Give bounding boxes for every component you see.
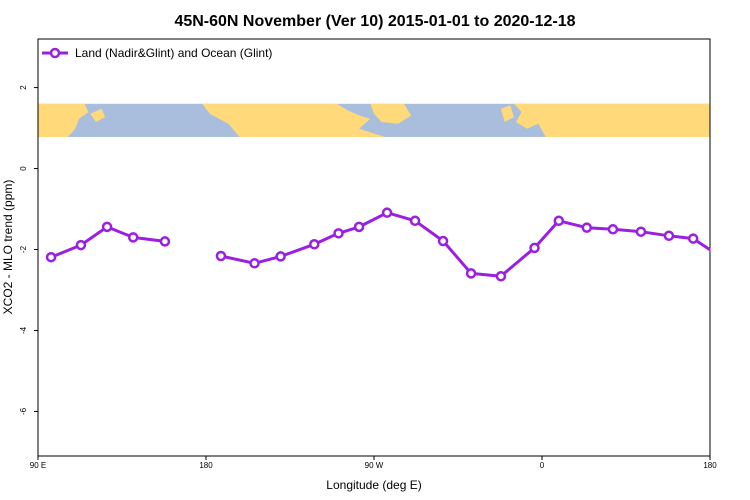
data-point [101, 221, 113, 233]
data-point [635, 226, 647, 237]
x-tick-label: 0 [540, 461, 545, 470]
data-point [249, 258, 260, 269]
data-point [159, 236, 171, 247]
y-tick-label: 2 [19, 85, 28, 90]
data-point [495, 270, 507, 282]
map-land-asia [38, 103, 89, 137]
legend-marker [49, 47, 61, 59]
y-tick-label: -2 [19, 245, 28, 253]
data-point [309, 239, 320, 250]
y-tick-label: -6 [19, 407, 28, 415]
data-point [465, 268, 477, 279]
data-point [353, 221, 365, 233]
data-point [333, 228, 344, 239]
data-point [687, 233, 699, 244]
data-point [607, 224, 619, 235]
x-axis: 90 E 180 90 W 0 180 [30, 456, 717, 470]
chart-title: 45N-60N November (Ver 10) 2015-01-01 to … [174, 13, 575, 30]
data-point [437, 235, 449, 247]
y-tick-label: -4 [19, 326, 28, 334]
y-axis: 2 0 -2 -4 -6 [19, 85, 38, 415]
x-tick-label: 180 [703, 461, 717, 470]
data-point [381, 207, 393, 218]
map-strip [38, 102, 750, 138]
legend: Land (Nadir&Glint) and Ocean (Glint) [42, 46, 272, 60]
map-land-kamchatka [90, 108, 106, 122]
data-point [127, 232, 139, 243]
series-layer [45, 39, 750, 456]
map-land-europe-asia [514, 103, 710, 137]
y-axis-label: XCO2 - MLO trend (ppm) [1, 180, 15, 315]
data-point [215, 250, 227, 262]
data-point [553, 215, 565, 227]
series-line [220, 211, 750, 278]
data-point [409, 215, 421, 227]
x-tick-label: 90 W [365, 461, 384, 470]
data-point [581, 222, 593, 233]
x-axis-label: Longitude (deg E) [326, 478, 421, 492]
map-land-britain [500, 105, 514, 122]
map-land-north-america [202, 103, 386, 137]
series-clip-right [710, 39, 750, 456]
data-point [663, 230, 675, 242]
y-tick-label: 0 [19, 166, 28, 171]
data-point [275, 251, 286, 262]
map-land-labrador [370, 103, 412, 124]
data-point [45, 251, 57, 263]
data-point [75, 239, 87, 251]
map-land-hudson [308, 103, 326, 116]
legend-label: Land (Nadir&Glint) and Ocean (Glint) [75, 46, 272, 60]
plot-frame [37, 38, 711, 457]
x-tick-label: 90 E [30, 461, 46, 470]
data-point [529, 242, 540, 254]
x-tick-label: 180 [199, 461, 213, 470]
